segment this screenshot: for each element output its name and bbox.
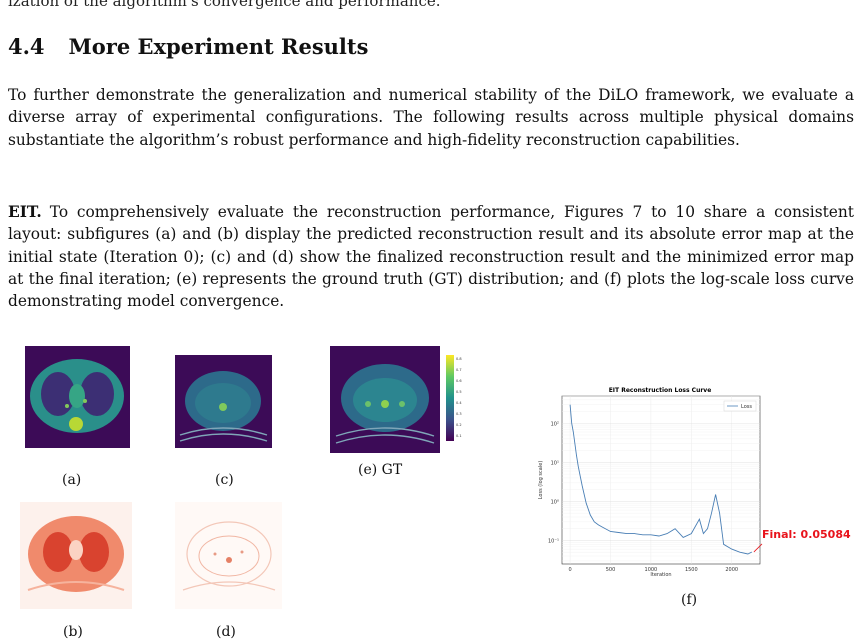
annotation-arrow — [753, 543, 763, 553]
intro-paragraph: To further demonstrate the generalizatio… — [8, 86, 854, 149]
section-title: More Experiment Results — [68, 34, 369, 59]
caption-d: (d) — [216, 624, 236, 640]
y-tick-label: 10¹ — [551, 460, 559, 466]
eit-text: To comprehensively evaluate the reconstr… — [8, 203, 854, 311]
y-tick-label: 10² — [551, 421, 559, 427]
series-layer — [569, 404, 763, 555]
colorbar-tick-label: 0.8 — [456, 357, 462, 361]
section-number: 4.4 — [8, 34, 45, 59]
y-tick-label: 10⁰ — [551, 499, 559, 505]
colorbar-tick-label: 0.1 — [456, 434, 462, 438]
final-loss-annotation: Final: 0.05084 — [762, 528, 851, 541]
colorbar — [446, 355, 454, 441]
grid — [562, 395, 760, 564]
loss-curve-chart: EIT Reconstruction Loss Curve 0 500 1000 15… — [538, 387, 763, 578]
eit-runin: EIT. — [8, 203, 42, 221]
colorbar-tick-label: 0.6 — [456, 379, 462, 383]
subfigure-e-image — [330, 346, 440, 453]
x-tick-label: 2000 — [725, 567, 738, 573]
subfigure-b-image — [20, 502, 132, 609]
caption-e: (e) GT — [358, 462, 403, 478]
x-tick-label: 1500 — [685, 567, 698, 573]
caption-f: (f) — [681, 592, 698, 608]
caption-b: (b) — [63, 624, 83, 640]
subfigure-a-image — [25, 346, 130, 448]
chart-title: EIT Reconstruction Loss Curve — [609, 387, 712, 394]
top-fragment: ization of the algorithm's convergence a… — [8, 0, 441, 10]
x-tick-label: 500 — [606, 567, 616, 573]
caption-a: (a) — [62, 472, 82, 488]
legend-entry: Loss — [741, 404, 752, 410]
x-axis-label: Iteration — [650, 572, 671, 578]
tick-layer: 0 500 1000 1500 2000 10⁻¹ 10⁰ 10¹ 10² — [548, 421, 738, 573]
section-heading: 4.4 More Experiment Results — [8, 34, 368, 59]
y-axis-label: Loss (log scale) — [538, 461, 544, 500]
colorbar-tick-label: 0.5 — [456, 390, 462, 394]
x-tick-label: 1000 — [645, 567, 658, 573]
plot-area — [561, 395, 761, 565]
colorbar-tick-label: 0.3 — [456, 412, 462, 416]
subfigure-d-image — [175, 502, 282, 609]
loss-series-line — [569, 404, 753, 555]
subfigure-c-image — [175, 355, 272, 448]
x-tick-label: 0 — [568, 567, 571, 573]
colorbar-tick-label: 0.2 — [456, 423, 462, 427]
legend: Loss — [723, 400, 757, 412]
eit-paragraph: EIT. To comprehensively evaluate the reco… — [8, 201, 854, 312]
colorbar-ticks: 0.8 0.7 0.6 0.5 0.4 0.3 0.2 0.1 — [456, 357, 462, 438]
y-tick-label: 10⁻¹ — [548, 538, 559, 544]
colorbar-tick-label: 0.4 — [456, 401, 462, 405]
colorbar-tick-label: 0.7 — [456, 368, 462, 372]
caption-c: (c) — [215, 472, 234, 488]
